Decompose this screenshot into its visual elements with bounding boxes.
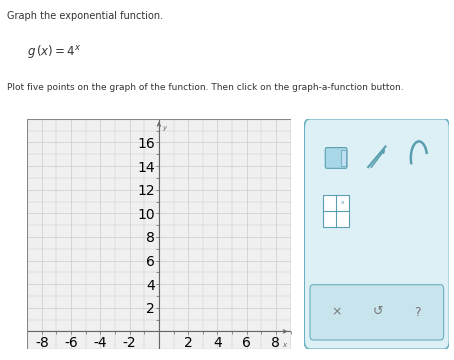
Text: x: x [341, 201, 345, 206]
Text: $\circlearrowleft$: $\circlearrowleft$ [370, 305, 384, 318]
Text: Plot five points on the graph of the function. Then click on the graph-a-functio: Plot five points on the graph of the fun… [7, 83, 404, 92]
FancyBboxPatch shape [304, 119, 449, 349]
Bar [341, 150, 345, 166]
Text: $g\,(x) = 4^x$: $g\,(x) = 4^x$ [27, 43, 82, 60]
Text: y: y [163, 125, 167, 131]
Text: Graph the exponential function.: Graph the exponential function. [7, 11, 163, 21]
Bar [27, 119, 291, 349]
Text: x: x [283, 342, 287, 348]
Text: ×: × [331, 306, 341, 319]
FancyBboxPatch shape [325, 148, 347, 168]
Text: ?: ? [414, 306, 421, 319]
FancyBboxPatch shape [310, 285, 444, 340]
Bar [323, 195, 349, 227]
